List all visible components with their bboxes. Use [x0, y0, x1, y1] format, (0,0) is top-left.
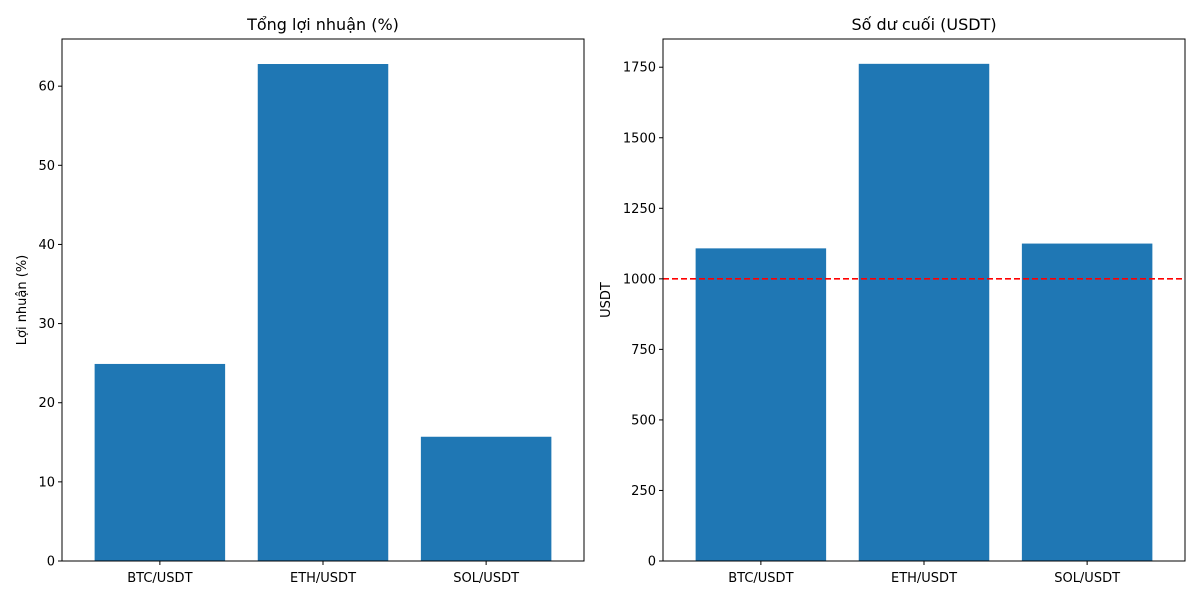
balance-chart-bar-eth-usdt [858, 63, 990, 562]
balance-chart-y-tick-label: 1250 [623, 202, 656, 217]
profit-chart-bars [94, 64, 552, 562]
balance-chart-y-axis-label: USDT [599, 282, 614, 318]
balance-chart-x-tick-label: SOL/USDT [1054, 571, 1120, 586]
profit-chart-y-tick-label: 40 [38, 238, 55, 253]
balance-chart-bar-sol-usdt [1021, 243, 1153, 561]
balance-chart-bars [695, 63, 1153, 562]
balance-chart-bar-btc-usdt [695, 248, 827, 561]
balance-chart-y-tick-label: 750 [631, 343, 656, 358]
balance-chart-x-tick-label: BTC/USDT [728, 571, 793, 586]
profit-chart-y-tick-label: 20 [38, 396, 55, 411]
profit-chart-bar-btc-usdt [94, 363, 226, 561]
balance-chart-y-tick-label: 250 [631, 484, 656, 499]
profit-chart-bar-eth-usdt [257, 64, 389, 562]
profit-chart-x-ticks: BTC/USDT ETH/USDT SOL/USDT [127, 561, 519, 586]
profit-chart-y-tick-label: 50 [38, 159, 55, 174]
profit-chart-y-axis-label: Lợi nhuận (%) [15, 255, 30, 346]
profit-chart-frame [61, 38, 585, 562]
balance-chart-x-tick-label: ETH/USDT [891, 571, 957, 586]
profit-chart-y-tick-label: 30 [38, 317, 55, 332]
profit-chart-x-tick-label: SOL/USDT [453, 571, 519, 586]
profit-chart-y-tick-label: 60 [38, 80, 55, 95]
balance-chart-y-tick-label: 1750 [623, 61, 656, 76]
balance-chart-y-ticks: 0 250 500 750 1000 1250 1500 1750 [623, 61, 663, 570]
profit-chart: Tổng lợi nhuận (%) Lợi nhuận (%) 0 10 20 30… [15, 15, 585, 586]
profit-chart-bar-sol-usdt [420, 436, 552, 561]
profit-chart-title: Tổng lợi nhuận (%) [246, 15, 399, 34]
profit-chart-x-tick-label: BTC/USDT [127, 571, 192, 586]
balance-chart-x-ticks: BTC/USDT ETH/USDT SOL/USDT [728, 561, 1120, 586]
balance-chart-y-tick-label: 500 [631, 413, 656, 428]
profit-chart-y-tick-label: 0 [47, 555, 55, 570]
profit-chart-x-tick-label: ETH/USDT [290, 571, 356, 586]
profit-chart-y-ticks: 0 10 20 30 40 50 60 [38, 80, 62, 570]
balance-chart: Số dư cuối (USDT) USDT 0 250 500 750 1000 125… [599, 15, 1186, 586]
balance-chart-y-tick-label: 0 [648, 555, 656, 570]
profit-chart-y-tick-label: 10 [38, 475, 55, 490]
balance-chart-title: Số dư cuối (USDT) [851, 15, 996, 34]
balance-chart-y-tick-label: 1500 [623, 131, 656, 146]
balance-chart-y-tick-label: 1000 [623, 272, 656, 287]
balance-chart-frame [662, 38, 1186, 562]
